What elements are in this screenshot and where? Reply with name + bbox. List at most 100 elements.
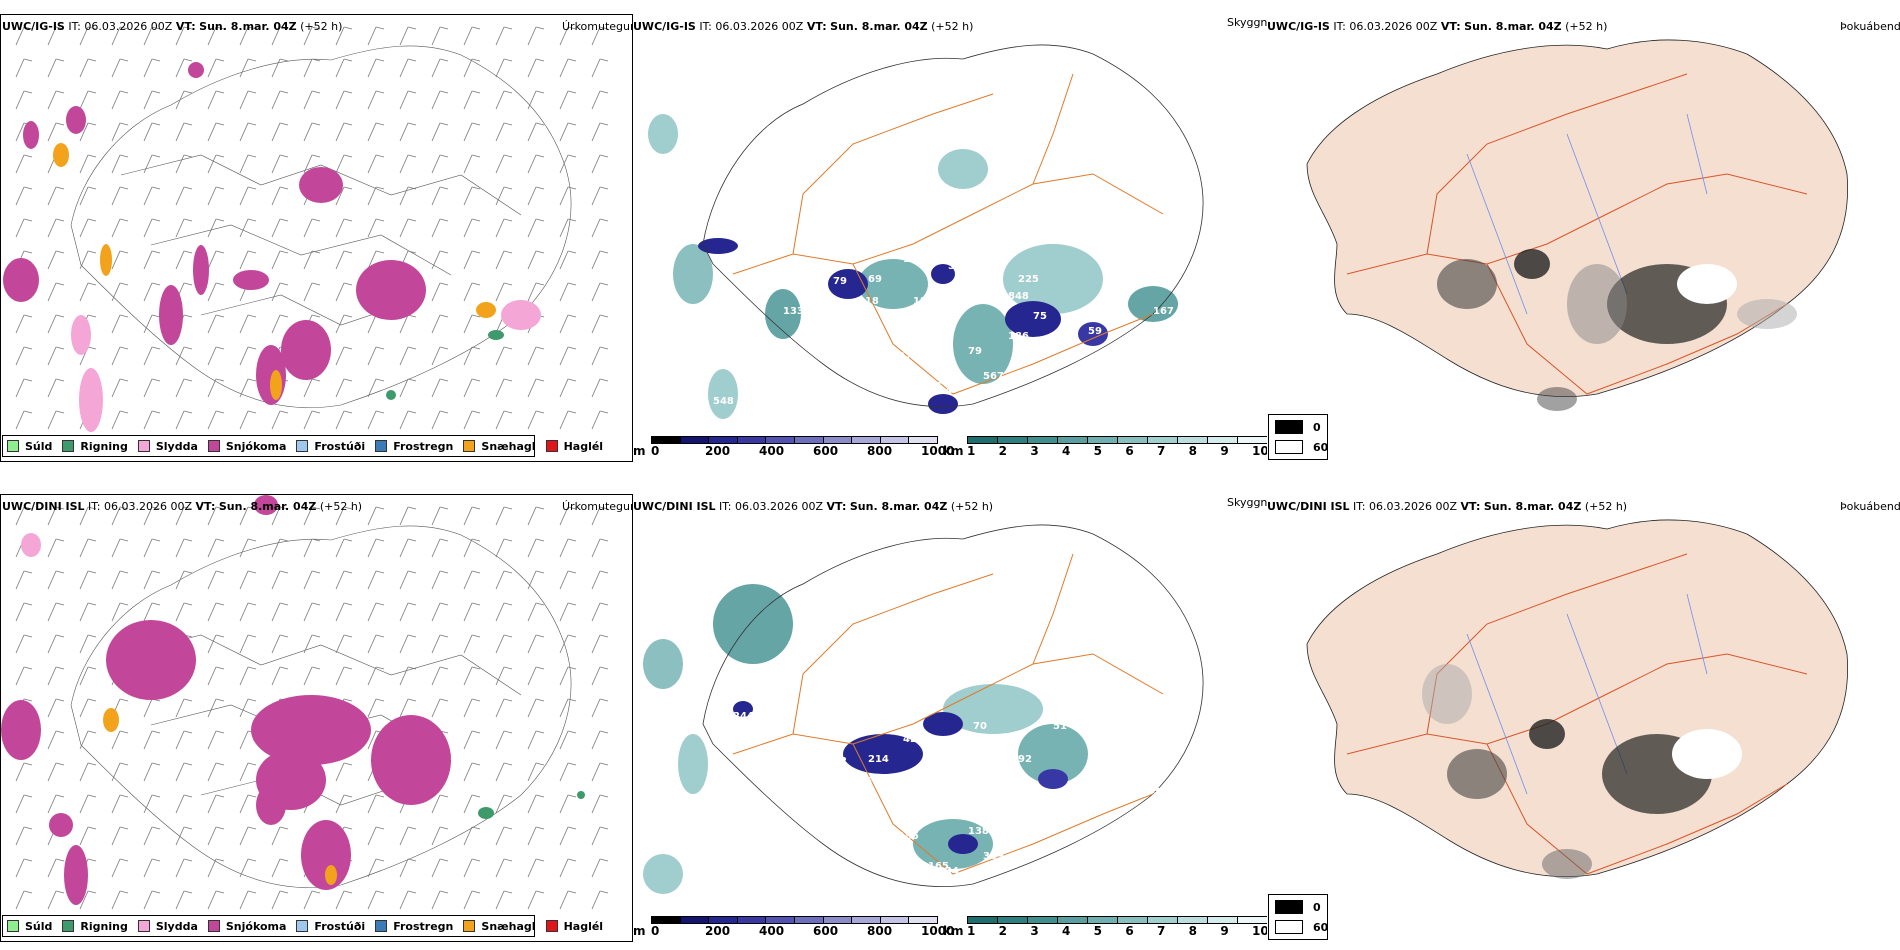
wind-barb-flag — [87, 218, 97, 222]
wind-barb-flag — [439, 602, 449, 606]
cloud-base-label: 79 — [968, 346, 982, 357]
vt-value: Sun. 8.mar. 04Z — [218, 500, 317, 513]
wind-barb-flag — [407, 858, 417, 862]
wind-barb-flag — [87, 858, 97, 862]
wind-barb — [47, 90, 57, 110]
wind-barb — [399, 154, 409, 174]
wind-barb — [79, 90, 89, 110]
wind-barb — [527, 26, 537, 46]
wind-barb — [463, 314, 473, 334]
wind-barb-flag — [439, 410, 449, 414]
wind-barb — [431, 218, 441, 238]
wind-barb — [527, 250, 537, 270]
wind-barb-flag — [407, 58, 417, 62]
wind-barb-flag — [119, 282, 129, 286]
wind-barb — [399, 538, 409, 558]
wind-barb — [303, 282, 313, 302]
wind-barb — [79, 666, 89, 686]
wind-barb — [271, 858, 281, 878]
wind-barb-flag — [119, 506, 129, 510]
header-top-fog: UWC/IG-IS IT: 06.03.2026 00Z VT: Sun. 8.… — [1267, 20, 1607, 33]
wind-barb — [239, 666, 249, 686]
wind-barb-flag — [407, 122, 417, 126]
wind-barb — [15, 762, 25, 782]
wind-barb — [47, 250, 57, 270]
wind-barb-flag — [343, 410, 353, 414]
wind-barb — [559, 154, 569, 174]
wind-barb — [495, 666, 505, 686]
wind-barb — [239, 698, 249, 718]
wind-barb-flag — [471, 314, 481, 318]
wind-barb — [15, 570, 25, 590]
fog-swatch-white — [1275, 920, 1303, 934]
wind-barb — [463, 218, 473, 238]
it-label: IT: — [88, 500, 101, 513]
wind-barb-flag — [471, 570, 481, 574]
colorbar-segment — [1207, 436, 1238, 444]
wind-barb-flag — [55, 570, 65, 574]
precip-title-top: Úrkomutegund — [562, 20, 644, 33]
legend-swatch — [463, 440, 476, 452]
wind-barb — [591, 730, 601, 750]
wind-barb — [431, 186, 441, 206]
legend-item-súld: Súld — [7, 920, 52, 933]
colorbar-segment — [997, 916, 1028, 924]
wind-barb — [431, 538, 441, 558]
wind-barb-flag — [23, 90, 33, 94]
wind-barb — [495, 634, 505, 654]
wind-barb — [239, 122, 249, 142]
wind-barb — [239, 90, 249, 110]
wind-barb — [79, 730, 89, 750]
wind-barb-flag — [375, 698, 385, 702]
fog-legend-label: 60 — [1313, 920, 1329, 934]
legend-item-rigning: Rigning — [62, 920, 128, 933]
wind-barb — [47, 26, 57, 46]
wind-barb — [463, 602, 473, 622]
wind-barb-flag — [407, 346, 417, 350]
wind-barb-flag — [567, 218, 577, 222]
wind-barb-flag — [119, 890, 129, 894]
legend-label: Snjókoma — [225, 919, 287, 933]
wind-barb-flag — [247, 570, 257, 574]
iceland-fill-bottom — [1306, 519, 1849, 877]
wind-barb-flag — [599, 506, 609, 510]
wind-barb — [495, 122, 505, 142]
wind-barb-flag — [247, 154, 257, 158]
wind-barb — [15, 666, 25, 686]
lead-time: (+52 h) — [1565, 20, 1608, 33]
lead-time: (+52 h) — [1584, 500, 1628, 513]
wind-barb — [527, 378, 537, 398]
wind-barb-flag — [55, 314, 65, 318]
height-colorbar-bottom: m 0 200 400 600 800 1000 — [633, 916, 954, 940]
wind-barb — [47, 314, 57, 334]
wind-barb-flag — [535, 730, 545, 734]
wind-barb — [207, 58, 217, 78]
wind-barb — [495, 154, 505, 174]
wind-barb — [175, 26, 185, 46]
wind-barb — [239, 186, 249, 206]
cloud-labels-top: 55 79 69 183 118 58 225 848 75 186 59 48 167 270 79 567… — [713, 196, 1174, 407]
wind-barb — [367, 538, 377, 558]
fog-title-top: Þokuábendi — [1840, 20, 1900, 33]
wind-barb-flag — [503, 250, 513, 254]
colorbar-segment — [822, 916, 853, 924]
cloud-base-label: 42 — [833, 756, 847, 767]
wind-barb-flag — [247, 410, 257, 414]
wind-barb-flag — [503, 186, 513, 190]
wind-barb-flag — [215, 538, 225, 542]
wind-barb-flag — [311, 570, 321, 574]
wind-barb — [399, 186, 409, 206]
colorbar-tick-label: 9 — [1220, 924, 1229, 938]
wind-barb-flag — [311, 218, 321, 222]
wind-barb-flag — [87, 154, 97, 158]
wind-barb-flag — [599, 282, 609, 286]
wind-barb — [559, 186, 569, 206]
wind-barb — [79, 154, 89, 174]
wind-barb-flag — [23, 666, 33, 670]
wind-barb-flag — [599, 602, 609, 606]
wind-barb — [527, 154, 537, 174]
wind-barb-flag — [343, 826, 353, 830]
wind-barb-flag — [151, 282, 161, 286]
cloud-base-label: 185 — [898, 831, 919, 842]
wind-barb — [591, 698, 601, 718]
